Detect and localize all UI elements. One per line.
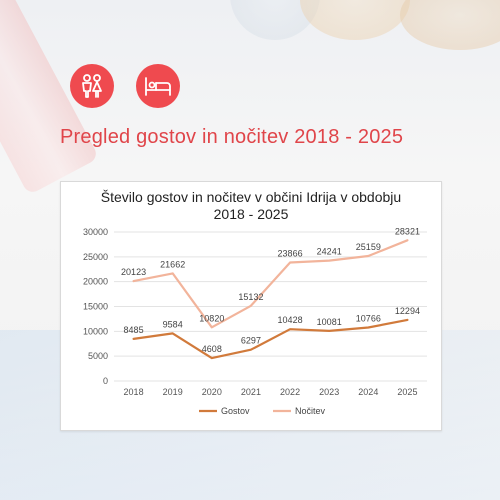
chart-title-line: Število gostov in nočitev v občini Idrij… (101, 189, 401, 205)
x-tick-label: 2021 (241, 387, 261, 397)
x-tick-label: 2025 (397, 387, 417, 397)
x-tick-label: 2019 (163, 387, 183, 397)
data-label: 10766 (356, 314, 381, 324)
data-label: 10428 (278, 315, 303, 325)
x-tick-label: 2023 (319, 387, 339, 397)
data-label: 23866 (278, 248, 303, 258)
y-tick-label: 30000 (83, 227, 108, 237)
data-label: 25159 (356, 242, 381, 252)
people-icon (70, 64, 114, 108)
data-label: 6297 (241, 336, 261, 346)
legend-label: Nočitev (295, 406, 326, 416)
data-label: 20123 (121, 267, 146, 277)
chart-card: Število gostov in nočitev v občini Idrij… (60, 181, 442, 431)
data-label: 28321 (395, 226, 420, 236)
series-line-nočitev (132, 239, 409, 329)
data-label: 21662 (160, 259, 185, 269)
data-label: 10081 (317, 317, 342, 327)
y-tick-label: 15000 (83, 302, 108, 312)
data-label: 8485 (124, 325, 144, 335)
y-tick-label: 5000 (88, 351, 108, 361)
line-chart: Število gostov in nočitev v občini Idrij… (83, 189, 427, 416)
data-label: 15132 (238, 292, 263, 302)
series-line-gostov (132, 318, 409, 360)
page-title: Pregled gostov in nočitev 2018 - 2025 (60, 126, 404, 148)
y-tick-label: 25000 (83, 252, 108, 262)
x-tick-label: 2020 (202, 387, 222, 397)
y-tick-label: 10000 (83, 326, 108, 336)
data-label: 24241 (317, 247, 342, 257)
x-tick-label: 2018 (124, 387, 144, 397)
bed-icon (136, 64, 180, 108)
legend-label: Gostov (221, 406, 250, 416)
data-label: 12294 (395, 306, 420, 316)
y-tick-label: 0 (103, 376, 108, 386)
data-label: 4608 (202, 344, 222, 354)
y-tick-label: 20000 (83, 277, 108, 287)
chart-title-line: 2018 - 2025 (214, 206, 289, 222)
data-label: 10820 (199, 313, 224, 323)
x-tick-label: 2022 (280, 387, 300, 397)
data-label: 9584 (163, 319, 183, 329)
x-tick-label: 2024 (358, 387, 378, 397)
